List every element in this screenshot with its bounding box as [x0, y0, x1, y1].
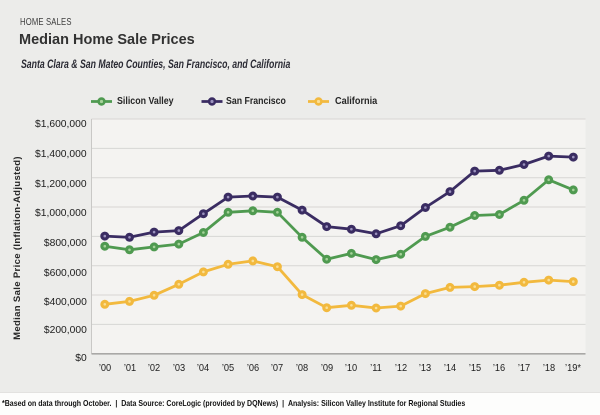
svg-text:Median Sale Price (Inflation-A: Median Sale Price (Inflation-Adjusted): [12, 156, 23, 340]
